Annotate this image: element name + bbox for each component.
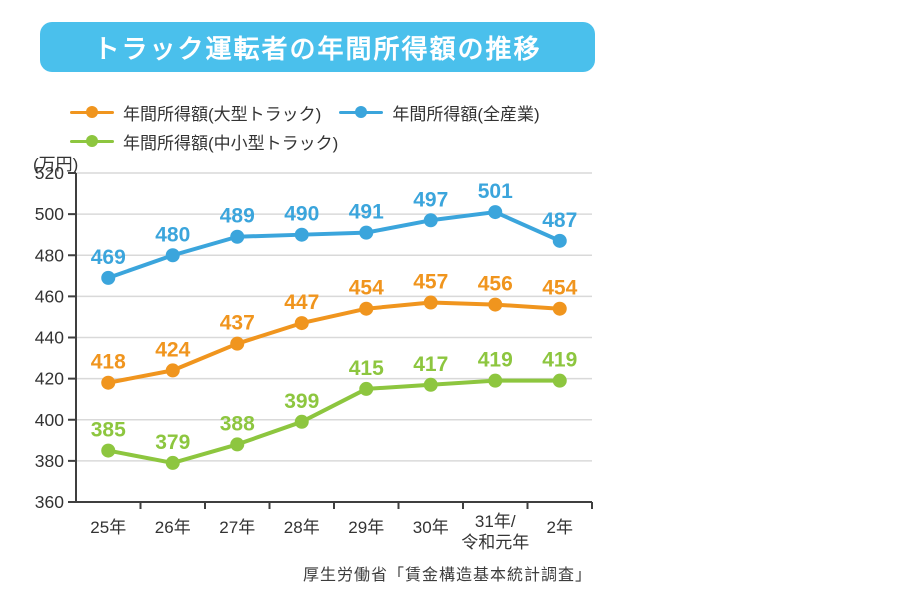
x-tick-label: 29年 bbox=[348, 518, 384, 537]
data-point bbox=[101, 375, 116, 390]
value-label: 491 bbox=[349, 201, 384, 224]
data-point bbox=[552, 233, 567, 248]
x-tick-label: 31年/令和元年 bbox=[461, 512, 529, 552]
data-point bbox=[359, 381, 374, 396]
legend-item-small-truck: 年間所得額(中小型トラック) bbox=[70, 129, 338, 154]
series-2: 385 379 388 399 415 417 419 419 bbox=[91, 349, 577, 470]
x-tick-label: 25年 bbox=[90, 518, 126, 537]
value-label: 424 bbox=[155, 338, 190, 361]
value-label: 487 bbox=[542, 209, 577, 232]
series-line bbox=[106, 300, 562, 385]
value-label: 385 bbox=[91, 419, 126, 442]
legend-marker-orange-icon bbox=[70, 106, 114, 118]
series-line bbox=[106, 378, 562, 465]
y-tick-label: 360 bbox=[35, 492, 64, 512]
source-note: 厚生労働省「賃金構造基本統計調査」 bbox=[302, 567, 592, 584]
value-label: 417 bbox=[413, 353, 448, 376]
data-point bbox=[423, 213, 438, 228]
data-point bbox=[294, 414, 309, 429]
y-tick-label: 380 bbox=[35, 451, 64, 471]
y-tick-label: 400 bbox=[35, 410, 64, 430]
value-label: 497 bbox=[413, 188, 448, 211]
value-label: 419 bbox=[478, 349, 513, 372]
value-label: 399 bbox=[284, 390, 319, 413]
data-point bbox=[230, 336, 245, 351]
data-point bbox=[359, 225, 374, 240]
data-point bbox=[294, 316, 309, 331]
data-point bbox=[101, 443, 116, 458]
series-line bbox=[106, 210, 562, 280]
legend-marker-blue-icon bbox=[339, 106, 384, 118]
data-point bbox=[359, 301, 374, 316]
data-point bbox=[423, 295, 438, 310]
gridlines bbox=[76, 172, 592, 462]
y-tick-label: 500 bbox=[35, 204, 64, 224]
x-tick-label: 30年 bbox=[413, 518, 449, 537]
series-1: 469 480 489 490 491 497 501 487 bbox=[91, 180, 577, 285]
data-point bbox=[230, 437, 245, 452]
data-point bbox=[165, 363, 180, 378]
data-point bbox=[488, 373, 503, 388]
chart-title-banner: トラック運転者の年間所得額の推移 bbox=[40, 22, 595, 72]
data-point bbox=[488, 297, 503, 312]
value-label: 480 bbox=[155, 223, 190, 246]
legend-label-small-truck: 年間所得額(中小型トラック) bbox=[123, 133, 339, 153]
x-tick-label: 28年 bbox=[284, 518, 320, 537]
series-0: 418 424 437 447 454 457 456 454 bbox=[91, 271, 578, 390]
value-label: 379 bbox=[155, 431, 190, 454]
legend-row-1: 年間所得額(大型トラック) 年間所得額(全産業) bbox=[70, 99, 540, 125]
data-point bbox=[488, 205, 503, 220]
legend-label-all-industries: 年間所得額(全産業) bbox=[392, 104, 540, 124]
value-label: 454 bbox=[542, 277, 577, 300]
legend-item-large-truck: 年間所得額(大型トラック) bbox=[70, 100, 321, 125]
x-tick-label: 27年 bbox=[219, 518, 255, 537]
chart-legend: 年間所得額(大型トラック) 年間所得額(全産業) 年間所得額(中小型トラック) bbox=[70, 99, 540, 154]
value-label: 418 bbox=[91, 351, 126, 374]
y-tick-label: 420 bbox=[35, 369, 64, 389]
value-label: 457 bbox=[413, 271, 448, 294]
data-point bbox=[230, 229, 245, 244]
x-tick-label: 2年 bbox=[547, 518, 573, 537]
legend-row-2: 年間所得額(中小型トラック) bbox=[70, 128, 540, 154]
y-tick-label: 440 bbox=[35, 328, 64, 348]
y-tick-label: 520 bbox=[35, 163, 64, 183]
value-label: 447 bbox=[284, 291, 319, 314]
legend-marker-green-icon bbox=[70, 135, 114, 147]
data-point bbox=[552, 373, 567, 388]
data-point bbox=[101, 270, 116, 285]
value-label: 419 bbox=[542, 349, 577, 372]
data-point bbox=[165, 455, 180, 470]
y-axis-unit-label: (万円) bbox=[33, 155, 79, 174]
value-label: 388 bbox=[220, 412, 255, 435]
x-tick-label: 26年 bbox=[155, 518, 191, 537]
data-point bbox=[294, 227, 309, 242]
legend-label-large-truck: 年間所得額(大型トラック) bbox=[123, 104, 322, 124]
value-label: 501 bbox=[478, 180, 513, 203]
value-label: 489 bbox=[220, 205, 255, 228]
value-label: 456 bbox=[478, 273, 513, 296]
axes: 360 380 400 420 440 460 480 500 520 bbox=[35, 163, 593, 512]
data-point bbox=[552, 301, 567, 316]
value-label: 469 bbox=[91, 246, 126, 269]
value-label: 490 bbox=[284, 203, 319, 226]
x-axis-labels: 25年 26年 27年 28年 29年 30年 31年/令和元年 2年 bbox=[90, 512, 573, 552]
page-title: トラック運転者の年間所得額の推移 bbox=[93, 33, 542, 64]
value-label: 437 bbox=[220, 312, 255, 335]
data-point bbox=[423, 377, 438, 392]
data-point bbox=[165, 248, 180, 263]
value-label: 415 bbox=[349, 357, 384, 380]
y-tick-label: 460 bbox=[35, 286, 64, 306]
legend-item-all-industries: 年間所得額(全産業) bbox=[339, 100, 540, 125]
y-tick-label: 480 bbox=[35, 245, 64, 265]
value-label: 454 bbox=[349, 277, 384, 300]
